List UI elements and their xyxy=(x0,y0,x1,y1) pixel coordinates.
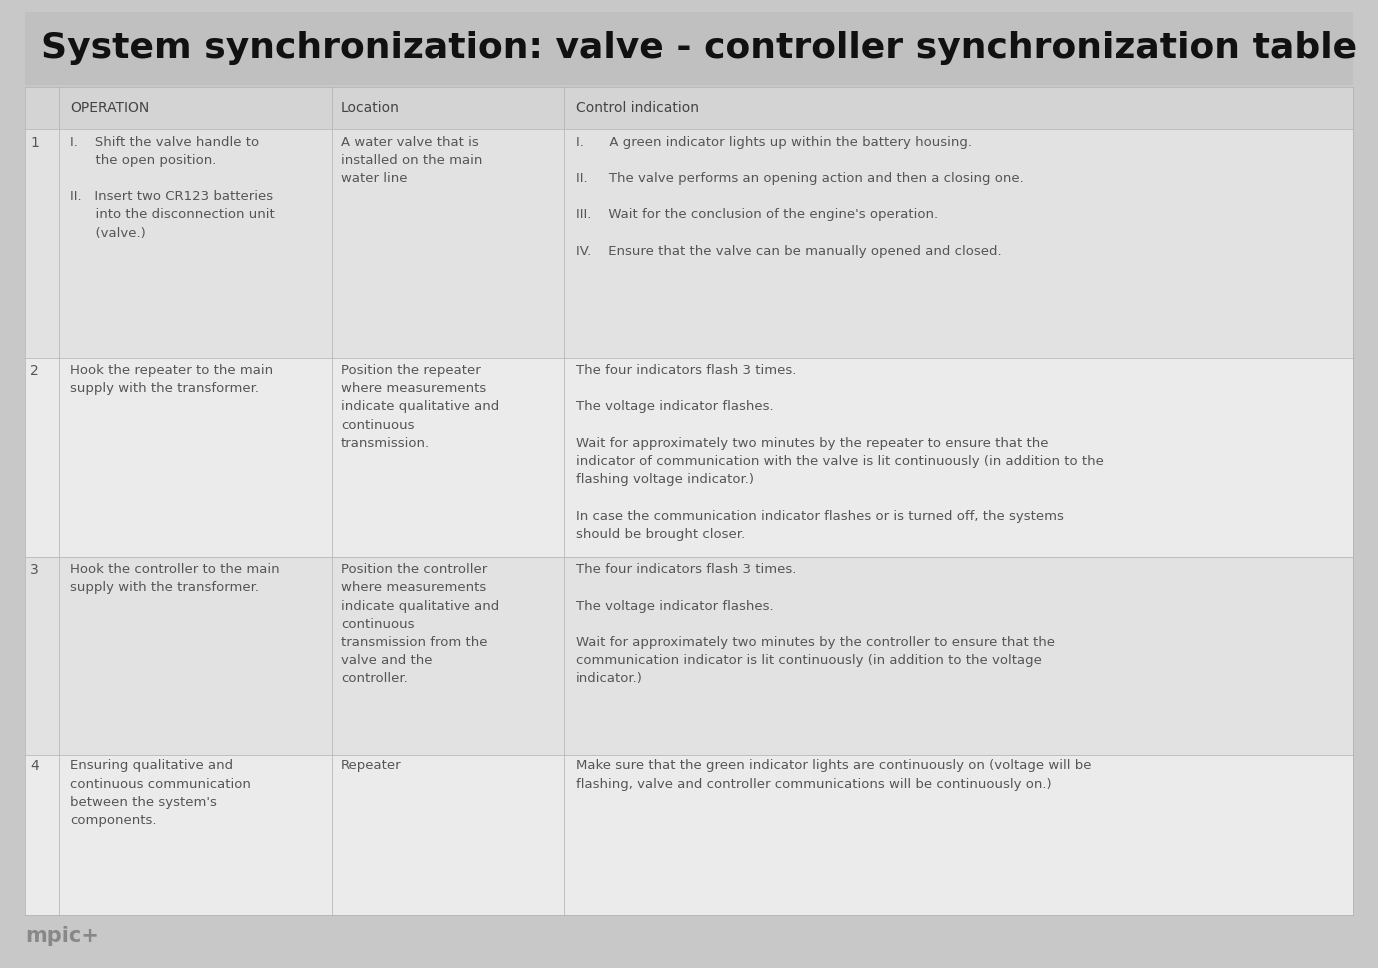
Text: should be brought closer.: should be brought closer. xyxy=(576,528,745,541)
Text: components.: components. xyxy=(70,814,157,827)
Text: Hook the repeater to the main: Hook the repeater to the main xyxy=(70,364,273,378)
Text: controller.: controller. xyxy=(340,673,408,685)
Text: mpic+: mpic+ xyxy=(25,926,99,946)
Text: where measurements: where measurements xyxy=(340,382,486,395)
Text: the open position.: the open position. xyxy=(70,154,216,166)
Text: 4: 4 xyxy=(30,760,39,773)
Text: 2: 2 xyxy=(30,364,39,378)
Text: A water valve that is: A water valve that is xyxy=(340,136,478,148)
Text: IV.    Ensure that the valve can be manually opened and closed.: IV. Ensure that the valve can be manuall… xyxy=(576,245,1002,257)
Text: The voltage indicator flashes.: The voltage indicator flashes. xyxy=(576,599,773,613)
Text: II.   Insert two CR123 batteries: II. Insert two CR123 batteries xyxy=(70,190,273,203)
Text: continuous: continuous xyxy=(340,419,415,432)
Text: flashing voltage indicator.): flashing voltage indicator.) xyxy=(576,473,754,486)
Text: supply with the transformer.: supply with the transformer. xyxy=(70,582,259,594)
Text: The four indicators flash 3 times.: The four indicators flash 3 times. xyxy=(576,364,796,378)
Text: supply with the transformer.: supply with the transformer. xyxy=(70,382,259,395)
Text: where measurements: where measurements xyxy=(340,582,486,594)
Text: I.    Shift the valve handle to: I. Shift the valve handle to xyxy=(70,136,259,148)
Text: System synchronization: valve - controller synchronization table: System synchronization: valve - controll… xyxy=(41,31,1357,66)
Text: between the system's: between the system's xyxy=(70,796,218,809)
Text: communication indicator is lit continuously (in addition to the voltage: communication indicator is lit continuou… xyxy=(576,654,1042,667)
Text: OPERATION: OPERATION xyxy=(70,101,149,115)
Text: 3: 3 xyxy=(30,563,39,577)
Text: Ensuring qualitative and: Ensuring qualitative and xyxy=(70,760,233,772)
Text: Position the repeater: Position the repeater xyxy=(340,364,481,378)
Text: installed on the main: installed on the main xyxy=(340,154,482,166)
Text: flashing, valve and controller communications will be continuously on.): flashing, valve and controller communica… xyxy=(576,777,1051,791)
Text: transmission.: transmission. xyxy=(340,437,430,450)
Text: Location: Location xyxy=(340,101,400,115)
Text: The voltage indicator flashes.: The voltage indicator flashes. xyxy=(576,401,773,413)
Text: 1: 1 xyxy=(30,136,39,150)
Text: Wait for approximately two minutes by the controller to ensure that the: Wait for approximately two minutes by th… xyxy=(576,636,1056,649)
Text: continuous: continuous xyxy=(340,618,415,631)
Text: water line: water line xyxy=(340,172,408,185)
Text: indicator.): indicator.) xyxy=(576,673,644,685)
Text: Repeater: Repeater xyxy=(340,760,401,772)
Text: I.      A green indicator lights up within the battery housing.: I. A green indicator lights up within th… xyxy=(576,136,971,148)
Text: indicate qualitative and: indicate qualitative and xyxy=(340,401,499,413)
Text: indicate qualitative and: indicate qualitative and xyxy=(340,599,499,613)
Text: (valve.): (valve.) xyxy=(70,227,146,240)
Text: The four indicators flash 3 times.: The four indicators flash 3 times. xyxy=(576,563,796,576)
Text: valve and the: valve and the xyxy=(340,654,433,667)
Text: Control indication: Control indication xyxy=(576,101,699,115)
Text: II.     The valve performs an opening action and then a closing one.: II. The valve performs an opening action… xyxy=(576,172,1024,185)
Text: indicator of communication with the valve is lit continuously (in addition to th: indicator of communication with the valv… xyxy=(576,455,1104,469)
Text: into the disconnection unit: into the disconnection unit xyxy=(70,208,276,222)
Text: III.    Wait for the conclusion of the engine's operation.: III. Wait for the conclusion of the engi… xyxy=(576,208,938,222)
Text: continuous communication: continuous communication xyxy=(70,777,251,791)
Text: Wait for approximately two minutes by the repeater to ensure that the: Wait for approximately two minutes by th… xyxy=(576,437,1049,450)
Text: In case the communication indicator flashes or is turned off, the systems: In case the communication indicator flas… xyxy=(576,510,1064,523)
Text: Make sure that the green indicator lights are continuously on (voltage will be: Make sure that the green indicator light… xyxy=(576,760,1091,772)
Text: Position the controller: Position the controller xyxy=(340,563,488,576)
Text: transmission from the: transmission from the xyxy=(340,636,488,649)
Text: Hook the controller to the main: Hook the controller to the main xyxy=(70,563,280,576)
